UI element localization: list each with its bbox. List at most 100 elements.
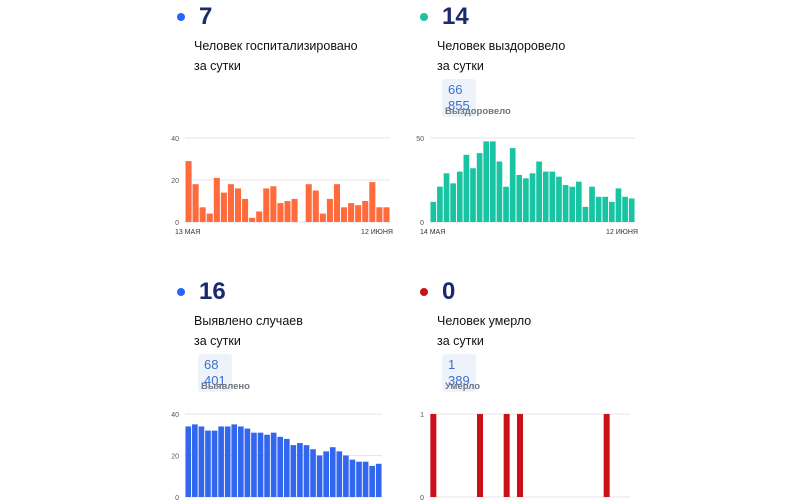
total-label: Умерло bbox=[445, 381, 481, 392]
bar bbox=[297, 443, 303, 497]
bullet-dot bbox=[420, 13, 428, 21]
bar bbox=[312, 190, 319, 222]
bar bbox=[211, 430, 218, 497]
headline-hospitalized: 7 bbox=[177, 5, 212, 29]
bar bbox=[369, 182, 376, 222]
bar bbox=[443, 173, 450, 222]
bar bbox=[199, 207, 206, 222]
bar bbox=[549, 171, 556, 222]
bar bbox=[192, 424, 198, 497]
bar bbox=[562, 185, 569, 222]
bar bbox=[450, 183, 456, 222]
bar bbox=[609, 201, 615, 222]
metric-label-line1: Человек умерло bbox=[437, 314, 532, 328]
bar bbox=[536, 161, 542, 222]
metric-label: Человек умерло за сутки bbox=[437, 311, 627, 351]
bar bbox=[476, 153, 483, 222]
metric-label-line1: Человек выздоровело bbox=[437, 39, 566, 53]
bar bbox=[437, 186, 443, 222]
metric-label-line2: за сутки bbox=[437, 334, 484, 348]
bar bbox=[277, 203, 284, 222]
bar bbox=[430, 201, 437, 222]
total-badge: 66 855 bbox=[442, 79, 476, 117]
bar bbox=[369, 465, 375, 497]
bar bbox=[523, 178, 529, 222]
bar bbox=[529, 173, 536, 222]
bar bbox=[349, 459, 356, 497]
bar bbox=[244, 428, 251, 497]
headline-detected: 16 bbox=[177, 280, 226, 304]
bar bbox=[343, 455, 349, 497]
bar bbox=[348, 203, 355, 222]
bar bbox=[234, 188, 242, 222]
bar bbox=[218, 426, 224, 497]
bar bbox=[270, 186, 277, 222]
bar bbox=[251, 432, 257, 497]
bar bbox=[336, 451, 343, 497]
bar bbox=[556, 176, 562, 222]
x-start-label: 13 МАЯ bbox=[175, 229, 200, 236]
bar bbox=[283, 438, 290, 497]
bar bbox=[603, 414, 610, 497]
bar bbox=[602, 196, 609, 222]
metric-label: Человек выздоровело за сутки bbox=[437, 36, 627, 76]
bar bbox=[477, 414, 483, 497]
bar bbox=[329, 447, 336, 497]
bar bbox=[277, 436, 284, 497]
daily-count: 16 bbox=[199, 278, 226, 305]
daily-count: 0 bbox=[442, 278, 456, 305]
bar bbox=[456, 171, 463, 222]
bar bbox=[483, 141, 490, 222]
bar bbox=[220, 192, 227, 222]
bar bbox=[362, 461, 369, 497]
y-tick-label: 20 bbox=[171, 454, 179, 461]
metric-label-line1: Выявлено случаев bbox=[194, 314, 303, 328]
bar bbox=[185, 426, 192, 497]
bar bbox=[231, 424, 238, 497]
y-tick-label: 0 bbox=[175, 220, 179, 227]
bar bbox=[503, 414, 510, 497]
bar bbox=[341, 207, 348, 222]
bar bbox=[615, 188, 622, 222]
bar bbox=[198, 426, 205, 497]
bar bbox=[323, 451, 330, 497]
bar bbox=[589, 186, 595, 222]
bar bbox=[496, 161, 503, 222]
bar bbox=[270, 432, 277, 497]
daily-count: 14 bbox=[442, 3, 469, 30]
bar bbox=[310, 449, 316, 497]
y-tick-label: 0 bbox=[175, 495, 179, 500]
bar bbox=[509, 148, 516, 222]
bar bbox=[470, 168, 476, 222]
x-end-label: 12 ИЮНЯ bbox=[606, 229, 638, 236]
bar bbox=[316, 455, 323, 497]
bar bbox=[213, 177, 220, 222]
bar bbox=[303, 445, 310, 497]
bar bbox=[362, 201, 369, 222]
total-label: Выявлено bbox=[201, 381, 250, 392]
y-tick-label: 0 bbox=[420, 495, 424, 500]
metric-label: Выявлено случаев за сутки bbox=[194, 311, 384, 351]
total-label: Выздоровело bbox=[445, 106, 511, 117]
bar bbox=[582, 206, 589, 222]
total-badge: 68 401 bbox=[198, 354, 232, 392]
bar bbox=[326, 198, 333, 222]
metric-label-line2: за сутки bbox=[194, 334, 241, 348]
bar bbox=[542, 171, 549, 222]
bar bbox=[575, 181, 582, 222]
bar bbox=[264, 434, 270, 497]
y-tick-label: 40 bbox=[171, 412, 179, 419]
headline-recovered: 14 bbox=[420, 5, 469, 29]
bar bbox=[383, 207, 390, 222]
bullet-dot bbox=[177, 288, 185, 296]
bar bbox=[257, 432, 264, 497]
bar bbox=[595, 196, 602, 222]
bar bbox=[489, 141, 496, 222]
y-tick-label: 20 bbox=[171, 178, 179, 185]
x-end-label: 12 ИЮНЯ bbox=[361, 229, 393, 236]
recovered-bar-chart: 0 50 14 МАЯ 12 ИЮНЯ bbox=[416, 136, 638, 236]
bar bbox=[356, 461, 362, 497]
bar bbox=[463, 154, 470, 222]
bar bbox=[430, 414, 437, 497]
y-tick-label: 50 bbox=[416, 136, 424, 143]
